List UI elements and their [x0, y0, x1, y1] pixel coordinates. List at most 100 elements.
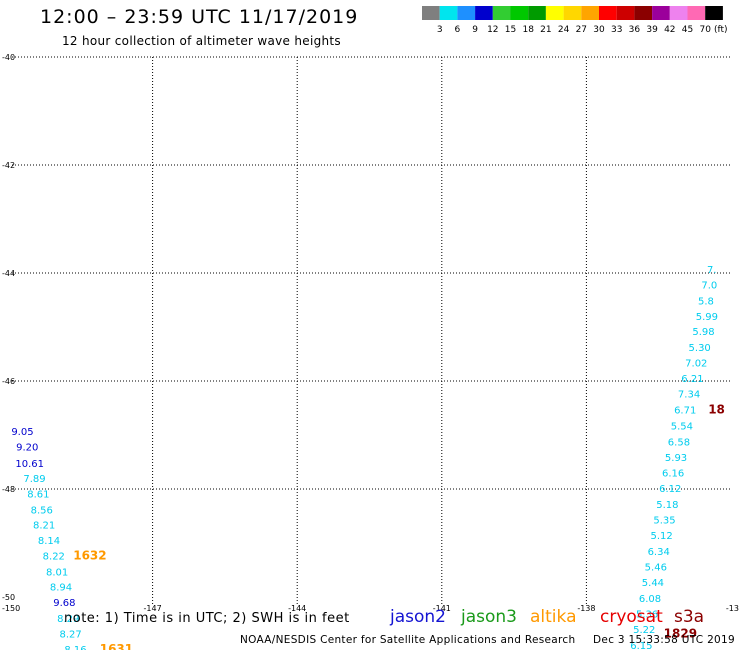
colorbar-swatch: [652, 6, 670, 20]
longitude-tick-label: -141: [433, 604, 451, 613]
colorbar-unit-label: (ft): [714, 25, 728, 35]
colorbar-tick-label: 45: [682, 25, 693, 35]
colorbar-swatch: [475, 6, 493, 20]
wave-height-value: 8.94: [50, 583, 72, 594]
wave-height-value: 8.56: [31, 505, 53, 516]
wave-height-value: 6.12: [659, 484, 681, 495]
wave-height-value: 8.27: [60, 630, 82, 641]
wave-height-value: 8.61: [27, 490, 49, 501]
wave-height-value: 5.99: [696, 312, 718, 323]
longitude-tick-label: -138: [577, 604, 595, 613]
wave-height-value: 9.68: [53, 598, 75, 609]
wave-height-value: 6.58: [668, 437, 690, 448]
wave-height-value: 7.02: [685, 358, 707, 369]
wave-height-value: 5.35: [653, 516, 675, 527]
longitude-tick-label: -150: [2, 604, 20, 613]
longitude-tick-label: -144: [288, 604, 306, 613]
page-title: 12:00 – 23:59 UTC 11/17/2019: [40, 6, 359, 28]
wave-height-value: 10.61: [15, 459, 44, 470]
colorbar-swatch: [669, 6, 688, 20]
wave-height-value: 5.93: [665, 453, 687, 464]
wave-height-value: 5.44: [642, 578, 664, 589]
colorbar-swatch: [492, 6, 511, 20]
colorbar-tick-label: 15: [505, 25, 516, 35]
wave-height-value: 5.54: [671, 422, 693, 433]
colorbar-swatch: [687, 6, 706, 20]
wave-height-value: 8.16: [64, 645, 86, 650]
colorbar-tick-label: 42: [664, 25, 675, 35]
wave-height-value: 5.98: [692, 327, 714, 338]
colorbar-swatch: [616, 6, 635, 20]
credit-line: NOAA/NESDIS Center for Satellite Applica…: [240, 634, 735, 646]
wave-height-value: 5.46: [645, 563, 667, 574]
latitude-tick-label: -48: [2, 485, 15, 494]
wave-height-value: 5.36: [636, 610, 658, 621]
colorbar-swatch: [510, 6, 529, 20]
wave-height-value: 8.29: [57, 614, 79, 625]
wave-height-value: 6.21: [681, 374, 703, 385]
legend-jason3: jason3: [461, 607, 517, 627]
wave-height-value: 7.0: [701, 281, 717, 292]
latitude-tick-label: -46: [2, 377, 15, 386]
colorbar-tick-label: 18: [522, 25, 534, 35]
colorbar-tick-label: 70: [699, 25, 711, 35]
colorbar-tick-label: 36: [629, 25, 641, 35]
latitude-tick-label: -40: [2, 53, 15, 62]
colorbar-swatch: [528, 6, 546, 20]
colorbar-tick-label: 9: [472, 25, 478, 35]
latitude-tick-label: -50: [2, 593, 15, 602]
wave-height-value: 6.08: [639, 594, 661, 605]
wave-height-value: 8.01: [46, 567, 68, 578]
wave-height-value: 8.14: [38, 536, 60, 547]
pass-time-label: 18: [708, 402, 725, 416]
longitude-tick-label: -13: [726, 604, 739, 613]
wave-height-value: 5.12: [650, 531, 672, 542]
wave-height-value: 6.16: [662, 469, 684, 480]
legend-cryosat: cryosat: [600, 607, 663, 627]
colorbar-swatch: [581, 6, 599, 20]
latitude-tick-label: -44: [2, 269, 15, 278]
pass-time-label: 1829: [664, 627, 697, 641]
colorbar-swatch: [457, 6, 476, 20]
wave-height-value: 6.71: [674, 405, 696, 416]
credit-text: NOAA/NESDIS Center for Satellite Applica…: [240, 634, 576, 646]
wave-height-value: 5.8: [698, 296, 714, 307]
wave-height-value: 5.30: [689, 343, 711, 354]
wave-height-value: 5.18: [656, 500, 678, 511]
legend-altika: altika: [530, 607, 577, 627]
colorbar-swatch: [563, 6, 582, 20]
wave-height-value: 5.22: [633, 625, 655, 636]
wave-height-value: 8.22: [43, 552, 65, 563]
footer-note: note: 1) Time is in UTC; 2) SWH is in fe…: [64, 611, 350, 626]
wave-height-value: 8.21: [33, 520, 55, 531]
legend-jason2: jason2: [390, 607, 446, 627]
wave-height-value: 6.15: [630, 641, 652, 650]
wave-height-value: 7.: [707, 265, 717, 276]
generated-timestamp: Dec 3 15:33:58 UTC 2019: [593, 634, 735, 646]
colorbar-tick-label: 33: [611, 25, 622, 35]
colorbar-swatch: [545, 6, 564, 20]
wave-height-value: 6.34: [648, 547, 670, 558]
colorbar-tick-label: 21: [540, 25, 551, 35]
pass-time-label: 1631: [100, 642, 133, 650]
wave-height-value: 7.89: [23, 474, 45, 485]
colorbar-tick-label: 12: [487, 25, 498, 35]
colorbar-tick-label: 39: [646, 25, 658, 35]
colorbar-tick-label: 24: [558, 25, 570, 35]
colorbar-swatch: [599, 6, 617, 20]
latitude-tick-label: -42: [2, 161, 15, 170]
colorbar-tick-label: 6: [455, 25, 461, 35]
colorbar-swatch: [705, 6, 723, 20]
wave-height-value: 9.05: [11, 427, 33, 438]
longitude-tick-label: -147: [144, 604, 162, 613]
wave-height-value: 9.20: [16, 443, 38, 454]
colorbar-swatch: [439, 6, 458, 20]
colorbar-swatch: [634, 6, 653, 20]
page-subtitle: 12 hour collection of altimeter wave hei…: [62, 34, 341, 48]
pass-time-label: 1632: [73, 549, 106, 563]
colorbar-tick-label: 30: [593, 25, 605, 35]
colorbar-tick-label: 27: [576, 25, 587, 35]
colorbar-swatch: [422, 6, 440, 20]
